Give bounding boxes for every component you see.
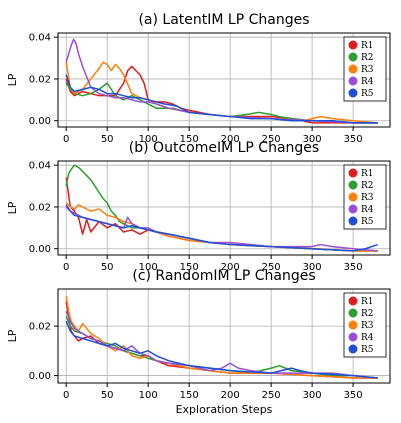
chart-title: (b) OutcomeIM LP Changes (129, 140, 319, 156)
legend-label-r3: R3 (361, 65, 374, 75)
legend-label-r1: R1 (361, 169, 374, 179)
x-tick-label: 200 (221, 134, 240, 145)
x-tick-label: 0 (63, 262, 69, 273)
legend-marker-r2 (348, 52, 358, 62)
x-tick-label: 150 (180, 134, 199, 145)
plot-frame (57, 288, 391, 384)
x-tick-label: 350 (344, 262, 363, 273)
legend-marker-r4 (348, 76, 358, 86)
x-tick-label: 0 (63, 134, 69, 145)
legend-marker-r3 (348, 192, 358, 202)
legend-label-r1: R1 (361, 41, 374, 51)
legend-marker-r2 (348, 308, 358, 318)
y-axis-label: LP (6, 73, 19, 86)
legend-label-r5: R5 (361, 89, 374, 99)
legend-marker-r4 (348, 204, 358, 214)
legend-label-r3: R3 (361, 193, 374, 203)
x-tick-label: 350 (344, 134, 363, 145)
x-tick-label: 50 (101, 134, 114, 145)
legend-marker-r5 (348, 344, 358, 354)
legend: R1 R2 R3 R4 R5 (343, 164, 387, 230)
plot-frame (57, 32, 391, 128)
legend-label-r5: R5 (361, 345, 374, 355)
legend-marker-r1 (348, 40, 358, 50)
legend-label-r5: R5 (361, 217, 374, 227)
legend-label-r1: R1 (361, 297, 374, 307)
y-tick-label: 0.02 (29, 202, 51, 213)
series-line-r4 (65, 38, 378, 124)
legend-marker-r3 (348, 64, 358, 74)
legend-label-r4: R4 (361, 205, 374, 215)
y-tick-label: 0.02 (29, 322, 51, 333)
chart-title: (a) LatentIM LP Changes (138, 12, 309, 28)
legend-marker-r5 (348, 88, 358, 98)
legend-marker-r2 (348, 180, 358, 190)
legend-marker-r4 (348, 332, 358, 342)
series-line-r1 (65, 177, 378, 252)
legend-label-r2: R2 (361, 309, 374, 319)
x-tick-label: 250 (262, 262, 281, 273)
y-tick-label: 0.04 (29, 161, 51, 172)
y-tick-label: 0.02 (29, 74, 51, 85)
y-tick-label: 0.00 (29, 371, 51, 382)
x-tick-label: 250 (262, 134, 281, 145)
legend-marker-r1 (348, 168, 358, 178)
y-tick-label: 0.00 (29, 116, 51, 127)
series-line-r2 (65, 82, 378, 124)
legend-marker-r1 (348, 296, 358, 306)
x-tick-label: 100 (139, 134, 158, 145)
x-tick-label: 50 (101, 390, 114, 401)
y-axis-label: LP (6, 201, 19, 214)
x-tick-label: 200 (221, 262, 240, 273)
chart-panel-1: 0 50 100 150 200 250 300 350 0.00 0.02 0.04 (a) Lat… (6, 12, 391, 145)
x-tick-label: 300 (303, 390, 322, 401)
legend: R1 R2 R3 R4 R5 (343, 292, 387, 358)
legend-label-r2: R2 (361, 53, 374, 63)
legend-label-r3: R3 (361, 321, 374, 331)
series-line-r5 (65, 204, 378, 252)
legend-marker-r3 (348, 320, 358, 330)
legend-marker-r5 (348, 216, 358, 226)
x-tick-label: 100 (139, 390, 158, 401)
y-tick-label: 0.00 (29, 244, 51, 255)
x-tick-label: 300 (303, 134, 322, 145)
x-tick-label: 350 (344, 390, 363, 401)
series-line-r5 (65, 74, 378, 124)
x-tick-label: 100 (139, 262, 158, 273)
x-tick-label: 0 (63, 390, 69, 401)
x-tick-label: 150 (180, 390, 199, 401)
series-line-r3 (65, 296, 378, 379)
chart-title: (c) RandomIM LP Changes (132, 268, 315, 284)
series-line-r5 (65, 320, 378, 379)
legend: R1 R2 R3 R4 R5 (343, 36, 387, 102)
x-axis-label: Exploration Steps (176, 403, 273, 416)
y-axis-label: LP (6, 329, 19, 342)
series-line-r1 (65, 65, 378, 124)
legend-label-r2: R2 (361, 181, 374, 191)
x-tick-label: 250 (262, 390, 281, 401)
x-tick-label: 200 (221, 390, 240, 401)
series-line-r2 (65, 164, 378, 252)
chart-panel-3: 0 50 100 150 200 250 300 350 0.00 0.02 (c) RandomI… (6, 268, 391, 416)
legend-label-r4: R4 (361, 333, 374, 343)
legend-label-r4: R4 (361, 77, 374, 87)
x-tick-label: 150 (180, 262, 199, 273)
plot-frame (57, 160, 391, 256)
series-line-r1 (65, 301, 378, 379)
x-tick-label: 300 (303, 262, 322, 273)
y-tick-label: 0.04 (29, 33, 51, 44)
chart-panel-2: 0 50 100 150 200 250 300 350 0.00 0.02 0.04 (b) Out… (6, 140, 391, 273)
x-tick-label: 50 (101, 262, 114, 273)
